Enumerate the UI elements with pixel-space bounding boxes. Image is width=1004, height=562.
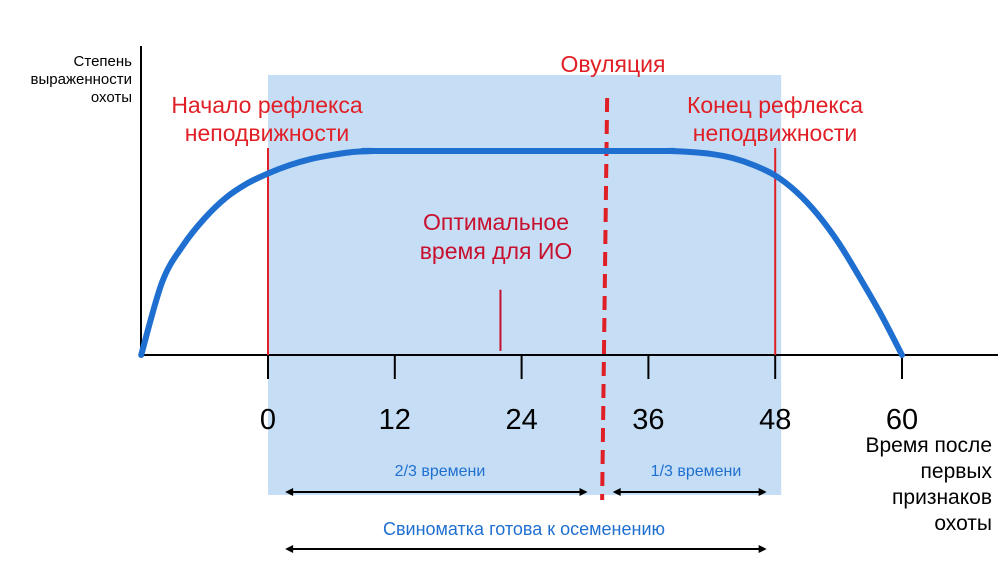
one-third-label: 1/3 времени [651, 463, 742, 480]
x-tick-label-0: 0 [260, 404, 276, 436]
x-axis-label-line-3: признаков [892, 486, 992, 509]
ready-span-arrow-head-left [285, 545, 294, 553]
immobility-reflex-region [268, 75, 782, 495]
ready-span-arrow-head-right [758, 545, 767, 553]
estrus-curve [138, 147, 905, 358]
axes-layer [140, 46, 998, 379]
marks-layer [138, 97, 905, 553]
ovulation-line [600, 97, 610, 501]
optimal-ai-label-line-2: время для ИО [420, 238, 573, 264]
shaded-region-layer [268, 75, 782, 495]
x-tick-label-48: 48 [759, 404, 791, 436]
y-axis-label-line-3: охоты [91, 89, 132, 106]
y-axis-label-line-2: выраженности [31, 71, 132, 88]
start-reflex-label-line-2: неподвижности [185, 120, 349, 146]
x-tick-label-36: 36 [632, 404, 664, 436]
y-axis-label-line-1: Степень [74, 53, 133, 70]
end-reflex-label-line-1: Конец рефлекса [687, 92, 863, 118]
x-tick-label-24: 24 [505, 404, 537, 436]
x-axis-label-line-1: Время после [866, 434, 993, 457]
two-thirds-label: 2/3 времени [395, 463, 486, 480]
ready-span-label: Свиноматка готова к осеменению [383, 519, 665, 539]
x-axis-label-line-4: охоты [934, 512, 992, 535]
optimal-ai-label-line-1: Оптимальное [423, 209, 569, 235]
start-reflex-label-line-1: Начало рефлекса [171, 92, 363, 118]
x-tick-label-60: 60 [886, 404, 918, 436]
one-third-arrow-head-left [612, 488, 621, 496]
x-tick-label-12: 12 [379, 404, 411, 436]
ovulation-label: Овуляция [561, 51, 666, 77]
end-reflex-label-line-2: неподвижности [693, 120, 857, 146]
two-thirds-arrow-head-right [579, 488, 588, 496]
two-thirds-arrow-head-left [285, 488, 294, 496]
x-axis-label-line-2: первых [921, 460, 993, 483]
text-layer: 0 12 24 36 48 60СтепеньвыраженностиохотыВремя… [31, 51, 993, 539]
one-third-arrow-head-right [758, 488, 767, 496]
